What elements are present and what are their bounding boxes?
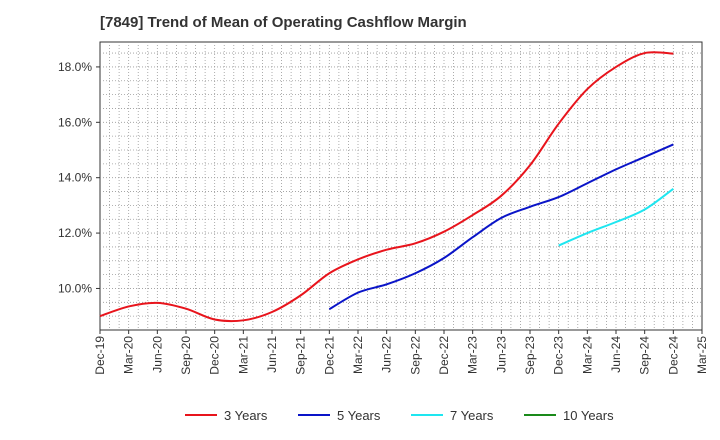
x-tick-label: Dec-19 bbox=[93, 336, 107, 375]
x-tick-label: Jun-21 bbox=[265, 336, 279, 373]
x-gridlines bbox=[109, 42, 693, 330]
series-line-3-years bbox=[99, 51, 674, 323]
y-tick-label: 16.0% bbox=[58, 115, 92, 129]
series-line-5-years bbox=[328, 143, 674, 311]
x-tick-label: Mar-24 bbox=[580, 336, 594, 374]
legend-label: 10 Years bbox=[563, 408, 614, 423]
chart-title: [7849] Trend of Mean of Operating Cashfl… bbox=[100, 14, 467, 31]
x-tick-label: Sep-20 bbox=[179, 336, 193, 375]
y-axis-ticks: 10.0% 12.0% 14.0% 16.0% 18.0% bbox=[58, 60, 100, 295]
series-line-7-years bbox=[558, 187, 674, 247]
x-tick-label: Jun-24 bbox=[609, 336, 623, 373]
x-tick-label: Mar-25 bbox=[695, 336, 709, 374]
x-tick-label: Sep-21 bbox=[294, 336, 308, 375]
x-tick-label: Mar-22 bbox=[351, 336, 365, 374]
legend-label: 5 Years bbox=[337, 408, 381, 423]
y-tick-label: 18.0% bbox=[58, 60, 92, 74]
y-tick-label: 12.0% bbox=[58, 226, 92, 240]
x-tick-label: Dec-22 bbox=[437, 336, 451, 375]
y-gridlines bbox=[100, 52, 702, 317]
legend: 3 Years 5 Years 7 Years 10 Years bbox=[185, 408, 614, 423]
x-tick-label: Sep-22 bbox=[408, 336, 422, 375]
series-lines bbox=[99, 51, 674, 323]
x-tick-label: Dec-23 bbox=[552, 336, 566, 375]
y-tick-label: 10.0% bbox=[58, 281, 92, 295]
legend-label: 7 Years bbox=[450, 408, 494, 423]
x-tick-label: Dec-20 bbox=[208, 336, 222, 375]
x-tick-label: Mar-21 bbox=[236, 336, 250, 374]
y-tick-label: 14.0% bbox=[58, 171, 92, 185]
x-tick-label: Mar-23 bbox=[466, 336, 480, 374]
x-tick-label: Jun-23 bbox=[494, 336, 508, 373]
x-tick-label: Dec-24 bbox=[666, 336, 680, 375]
x-axis-ticks: Dec-19 Mar-20 Jun-20 Sep-20 Dec-20 Mar-21 Jun-… bbox=[93, 330, 709, 375]
x-tick-label: Dec-21 bbox=[322, 336, 336, 375]
x-tick-label: Jun-20 bbox=[150, 336, 164, 373]
x-tick-label: Sep-24 bbox=[638, 336, 652, 375]
plot-area bbox=[99, 41, 703, 331]
x-tick-label: Mar-20 bbox=[122, 336, 136, 374]
x-tick-label: Jun-22 bbox=[380, 336, 394, 373]
x-tick-label: Sep-23 bbox=[523, 336, 537, 375]
legend-label: 3 Years bbox=[224, 408, 268, 423]
